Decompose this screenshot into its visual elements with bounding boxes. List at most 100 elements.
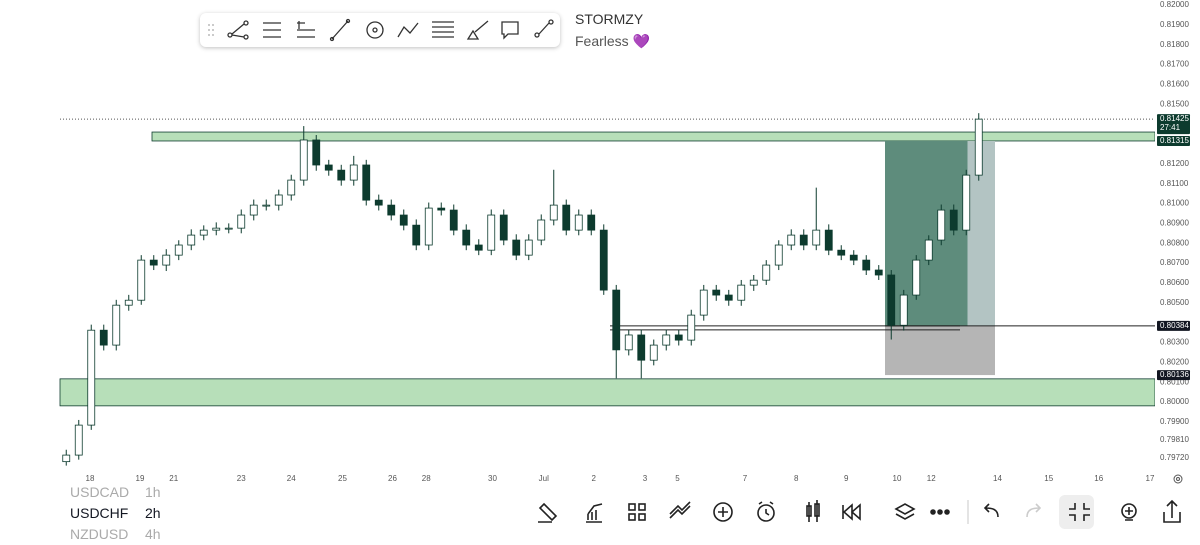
candle-body	[374, 199, 383, 206]
candle-body	[287, 179, 296, 196]
candle-body	[237, 214, 246, 229]
fullscreen-bg	[1059, 495, 1094, 529]
price-tag-label: 0.80136	[1160, 370, 1189, 379]
candle-body	[799, 234, 808, 246]
candle-body	[224, 227, 233, 230]
candle-body	[399, 214, 408, 226]
candle-body	[712, 289, 721, 296]
candle-body	[849, 254, 858, 261]
symbol-row[interactable]: NZDUSD 4h	[70, 524, 161, 545]
exit-fullscreen-button[interactable]	[1069, 503, 1090, 521]
x-tick-label: 26	[388, 474, 397, 483]
x-tick-label: 19	[136, 474, 145, 483]
y-tick-label: 0.79900	[1160, 417, 1189, 426]
add-chart-button[interactable]	[1121, 503, 1137, 521]
y-tick-label: 0.81000	[1160, 199, 1189, 208]
note-tool[interactable]	[501, 21, 519, 40]
trend-line-tool[interactable]	[329, 18, 351, 42]
candle-body	[499, 214, 508, 241]
y-tick-label: 0.81700	[1160, 60, 1189, 69]
candle-body	[874, 269, 883, 276]
drag-handle[interactable]	[208, 24, 214, 36]
y-tick-label: 0.81900	[1160, 20, 1189, 29]
price-tag-label: 0.81315	[1160, 136, 1189, 145]
candle-body	[562, 204, 571, 231]
price-axis-bg	[1155, 0, 1200, 490]
path-tool[interactable]	[227, 20, 249, 40]
loss-area	[885, 325, 995, 376]
candle-body	[137, 259, 146, 301]
candle-body	[112, 304, 121, 346]
candle-body	[924, 239, 933, 261]
candle-body	[349, 164, 358, 181]
candle-body	[549, 204, 558, 221]
price-tag	[1157, 320, 1190, 331]
settings-icon[interactable]	[1173, 474, 1183, 484]
draw-button[interactable]	[538, 502, 558, 523]
compare-button[interactable]	[669, 501, 691, 519]
candle-body	[474, 244, 483, 251]
share-button[interactable]	[1163, 499, 1181, 523]
candle-body	[124, 299, 133, 306]
price-tag-label: 0.80384	[1160, 321, 1189, 330]
add-button[interactable]	[713, 502, 733, 522]
candle-body	[524, 239, 533, 256]
x-tick-label: 2	[592, 474, 597, 483]
y-tick-label: 0.81200	[1160, 159, 1189, 168]
symbol-row[interactable]: USDCAD 1h	[70, 482, 161, 503]
x-tick-label: 24	[287, 474, 296, 483]
candle-body	[737, 284, 746, 301]
undo-button[interactable]	[983, 503, 999, 518]
layout-button[interactable]	[628, 503, 646, 521]
x-tick-label: 28	[422, 474, 431, 483]
projection-tool[interactable]	[397, 22, 419, 38]
candle-body	[262, 204, 271, 207]
y-tick-label: 0.80800	[1160, 238, 1189, 247]
alert-button[interactable]	[757, 501, 775, 522]
redo-button[interactable]	[1026, 503, 1042, 518]
price-tag	[1157, 135, 1190, 146]
candle-body	[362, 164, 371, 201]
layers-button[interactable]	[894, 503, 916, 520]
date-range-tool[interactable]	[297, 21, 315, 38]
profit-filled	[885, 140, 968, 326]
x-tick-label: 21	[169, 474, 178, 483]
brush-tool[interactable]	[466, 20, 489, 40]
toolbar-icons	[208, 18, 554, 42]
y-tick-label: 0.80600	[1160, 278, 1189, 287]
price-tag	[1157, 114, 1190, 135]
title: STORMZY	[575, 11, 644, 27]
price-range-tool[interactable]	[263, 22, 281, 38]
fib-tool[interactable]	[432, 21, 454, 38]
drawing-toolbar	[200, 13, 560, 47]
chart-type-button[interactable]	[806, 500, 820, 522]
replay-button[interactable]	[842, 503, 861, 521]
candle-body	[587, 214, 596, 231]
candle-body	[887, 274, 896, 326]
candle-body	[249, 204, 258, 216]
candle-body	[337, 169, 346, 181]
candle-body	[962, 174, 971, 231]
y-tick-label: 0.81500	[1160, 99, 1189, 108]
candle-body	[624, 334, 633, 351]
candle-body	[537, 219, 546, 241]
candle-body	[687, 314, 696, 341]
candle-body	[512, 239, 521, 256]
chart: 0.82000 0.81900 0.81800 0.81700 0.81600 0.815…	[59, 0, 1200, 490]
symbol-symbol: USDCAD	[70, 484, 130, 500]
more-button[interactable]	[930, 509, 950, 515]
indicators-button[interactable]	[586, 503, 603, 523]
y-tick-label: 0.81100	[1160, 179, 1189, 188]
candle-body	[149, 259, 158, 266]
path-tool-2[interactable]	[534, 19, 554, 38]
x-tick-label: Jul	[539, 474, 549, 483]
y-tick-label: 0.79810	[1160, 435, 1189, 444]
circle-tool[interactable]	[366, 21, 384, 39]
symbol-row[interactable]: USDCHF 2h	[70, 503, 161, 524]
candle-body	[437, 207, 446, 211]
y-tick-label: 0.80000	[1160, 397, 1189, 406]
candle-body	[99, 329, 108, 346]
candle-body	[762, 264, 771, 281]
